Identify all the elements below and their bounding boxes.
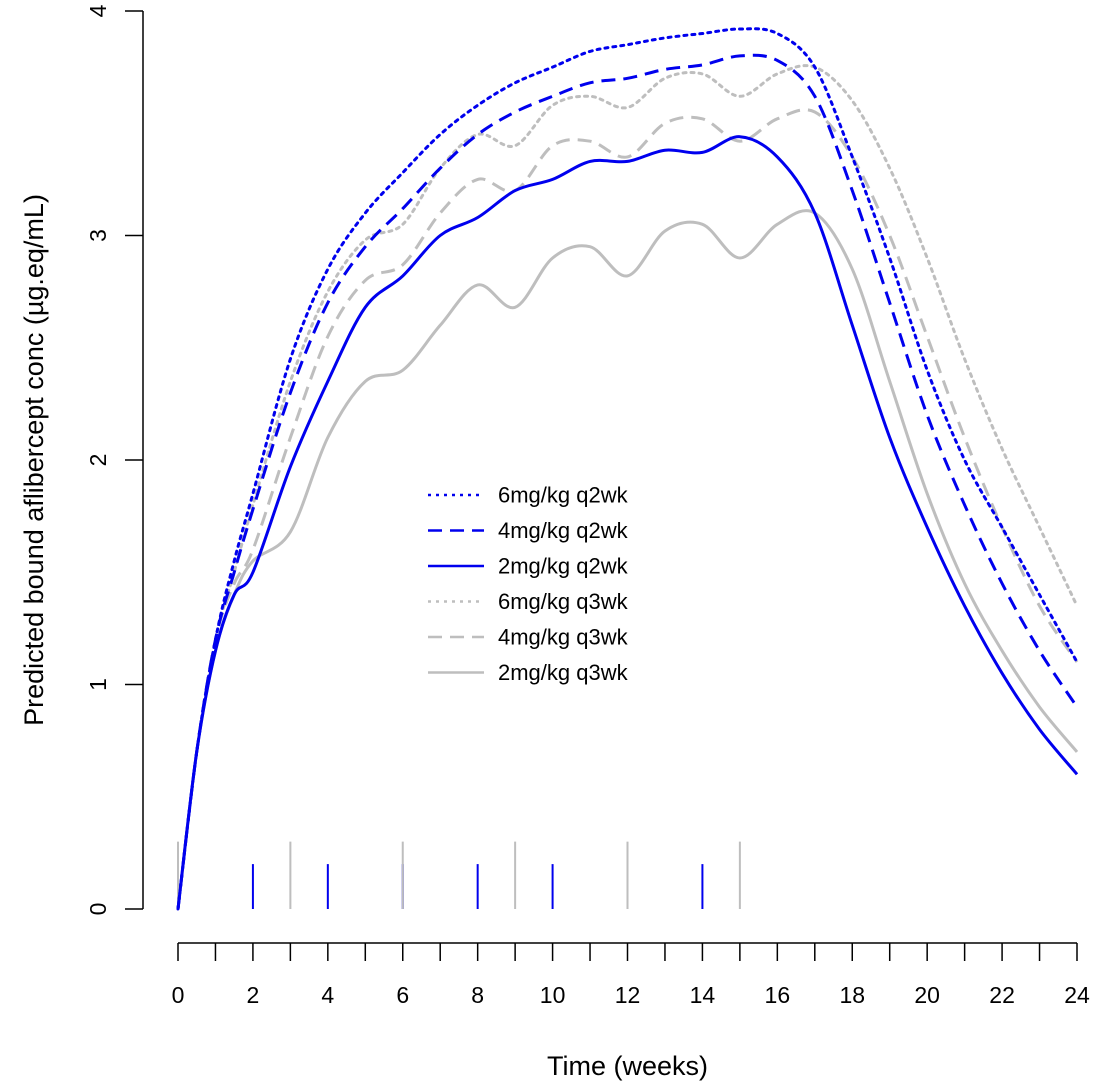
legend-label: 4mg/kg q3wk bbox=[498, 625, 629, 650]
x-tick-label: 24 bbox=[1064, 982, 1090, 1008]
series-lines bbox=[176, 27, 1079, 911]
series-line bbox=[176, 108, 1079, 910]
legend-label: 6mg/kg q2wk bbox=[498, 483, 629, 508]
legend-label: 6mg/kg q3wk bbox=[498, 589, 629, 614]
x-tick-label: 8 bbox=[471, 982, 484, 1008]
x-axis-title: Time (weeks) bbox=[547, 1051, 708, 1081]
legend-label: 2mg/kg q3wk bbox=[498, 660, 629, 685]
x-tick-label: 12 bbox=[615, 982, 641, 1008]
series-line bbox=[176, 27, 1079, 911]
x-tick-label: 10 bbox=[540, 982, 566, 1008]
x-tick-label: 18 bbox=[839, 982, 865, 1008]
x-tick-label: 4 bbox=[321, 982, 334, 1008]
y-tick-label: 4 bbox=[85, 4, 111, 17]
series-line bbox=[176, 64, 1079, 911]
x-tick-label: 14 bbox=[690, 982, 716, 1008]
x-tick-label: 22 bbox=[989, 982, 1015, 1008]
legend: 6mg/kg q2wk 4mg/kg q2wk 2mg/kg q2wk 6mg/kg … bbox=[428, 483, 629, 685]
series-line bbox=[176, 135, 1079, 910]
y-axis-title: Predicted bound aflibercept conc (µg.eq/… bbox=[19, 194, 49, 726]
y-tick-label: 0 bbox=[85, 903, 111, 916]
x-tick-label: 2 bbox=[247, 982, 260, 1008]
x-axis: 0 2 4 6 8 10 12 14 16 18 20 22 24 bbox=[172, 942, 1090, 1008]
x-tick-label: 16 bbox=[765, 982, 791, 1008]
x-tick-label: 0 bbox=[172, 982, 185, 1008]
y-tick-label: 3 bbox=[85, 229, 111, 242]
dosing-marks bbox=[177, 841, 741, 909]
y-tick-label: 1 bbox=[85, 678, 111, 691]
legend-label: 2mg/kg q2wk bbox=[498, 554, 629, 579]
legend-label: 4mg/kg q2wk bbox=[498, 518, 629, 543]
x-tick-label: 20 bbox=[914, 982, 940, 1008]
y-axis: 0 1 2 3 4 bbox=[85, 4, 144, 916]
series-line bbox=[176, 53, 1079, 910]
x-tick-label: 6 bbox=[396, 982, 409, 1008]
series-line bbox=[176, 209, 1079, 910]
y-tick-label: 2 bbox=[85, 454, 111, 467]
